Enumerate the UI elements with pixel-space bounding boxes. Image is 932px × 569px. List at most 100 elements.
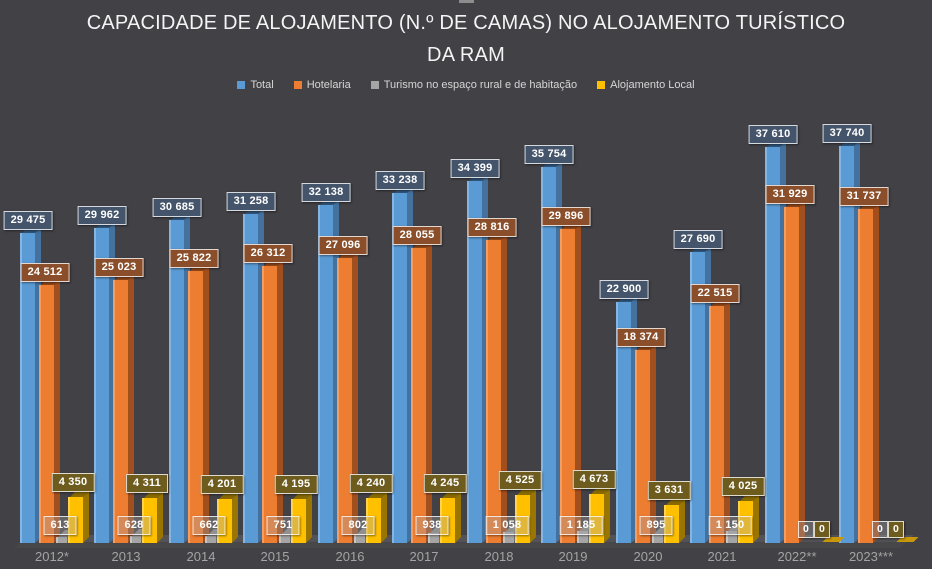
- data-label-hotelaria-2012*: 24 512: [20, 263, 70, 282]
- x-axis-label-2023***: 2023***: [848, 549, 894, 564]
- bar-turismo-2016: [354, 528, 372, 543]
- data-label-total-2020: 22 900: [599, 280, 649, 299]
- data-label-alojamento-2016: 4 240: [349, 474, 393, 493]
- data-label-turismo-2020: 895: [639, 516, 673, 535]
- x-axis-label-2020: 2020: [633, 549, 663, 564]
- bar-side-face: [530, 489, 536, 543]
- x-axis-label-2017: 2017: [409, 549, 439, 564]
- data-label-alojamento-2014: 4 201: [200, 475, 244, 494]
- bar-side-face: [724, 300, 730, 543]
- legend-item-4: Alojamento Local: [597, 79, 695, 91]
- data-label-alojamento-2013: 4 311: [126, 474, 168, 493]
- bar-side-face: [203, 265, 209, 543]
- bar-total-2022**: [765, 140, 787, 543]
- chart-title-line1: CAPACIDADE DE ALOJAMENTO (N.º DE CAMAS) …: [86, 12, 846, 34]
- data-label-turismo-2013: 628: [117, 516, 151, 535]
- bar-turismo-2013: [130, 529, 148, 543]
- bar-side-face: [753, 495, 759, 543]
- bar-turismo-2018: [503, 525, 521, 543]
- x-axis-label-2012*: 2012*: [35, 549, 69, 564]
- bar-side-face: [455, 492, 461, 543]
- data-label-hotelaria-2023***: 31 737: [839, 187, 889, 206]
- bar-side-face: [277, 260, 283, 543]
- x-axis-label-2018: 2018: [484, 549, 514, 564]
- bar-total-2013: [94, 221, 116, 543]
- data-label-turismo-2019: 1 185: [559, 516, 603, 535]
- chart-title-line2: DA RAM: [427, 44, 505, 66]
- data-label-total-2015: 31 258: [226, 192, 276, 211]
- bar-total-2012*: [20, 226, 42, 543]
- data-label-alojamento-2017: 4 245: [423, 474, 467, 493]
- bar-side-face: [873, 203, 879, 543]
- x-axis-label-2022**: 2022**: [777, 549, 817, 564]
- data-label-total-2014: 30 685: [152, 198, 202, 217]
- data-label-total-2023***: 37 740: [822, 124, 872, 143]
- legend-label: Total: [250, 79, 274, 91]
- data-label-hotelaria-2020: 18 374: [616, 328, 666, 347]
- data-label-hotelaria-2014: 25 822: [169, 249, 219, 268]
- bar-total-2014: [169, 213, 191, 543]
- data-label-turismo-2014: 662: [192, 516, 226, 535]
- bar-hotelaria-2020: [635, 343, 657, 543]
- bar-hotelaria-2014: [188, 264, 210, 543]
- data-label-alojamento-2018: 4 525: [498, 471, 542, 490]
- data-label-alojamento-2022**: 0: [813, 521, 831, 538]
- chart-legend: Total Hotelaria Turismo no espaço rural e …: [0, 79, 932, 91]
- x-axis-label-2016: 2016: [335, 549, 365, 564]
- bar-hotelaria-2023***: [858, 202, 880, 543]
- bar-hotelaria-2012*: [39, 278, 61, 543]
- data-label-total-2021: 27 690: [673, 230, 723, 249]
- bar-total-2023***: [839, 139, 861, 543]
- bar-total-2018: [467, 174, 489, 543]
- bar-hotelaria-2013: [113, 273, 135, 543]
- chart-3d-floor: [14, 535, 914, 548]
- legend-label: Turismo no espaço rural e de habitação: [383, 79, 578, 91]
- bar-turismo-2017: [428, 526, 446, 543]
- top-dash-decoration: [459, 0, 474, 3]
- bar-hotelaria-2015: [262, 259, 284, 543]
- bar-side-face: [799, 201, 805, 543]
- bar-side-face: [650, 344, 656, 543]
- data-label-total-2022**: 37 610: [748, 125, 798, 144]
- bar-total-2017: [392, 186, 414, 543]
- bar-alojamento-2019: [589, 487, 611, 543]
- bar-alojamento-2021: [738, 494, 760, 543]
- data-label-hotelaria-2015: 26 312: [243, 244, 293, 263]
- chart-title: CAPACIDADE DE ALOJAMENTO (N.º DE CAMAS) …: [0, 7, 932, 71]
- bar-alojamento-2018: [515, 488, 537, 543]
- x-axis-label-2015: 2015: [260, 549, 290, 564]
- data-label-turismo-2023***: 0: [871, 521, 889, 538]
- x-axis-label-2013: 2013: [111, 549, 141, 564]
- legend-item-1: Total: [237, 79, 274, 91]
- bar-side-face: [128, 274, 134, 543]
- bar-side-face: [604, 488, 610, 543]
- bar-total-2015: [243, 207, 265, 543]
- legend-item-3: Turismo no espaço rural e de habitação: [370, 79, 578, 91]
- data-label-alojamento-2020: 3 631: [647, 481, 691, 500]
- bar-hotelaria-2016: [337, 251, 359, 543]
- bar-hotelaria-2019: [560, 222, 582, 543]
- legend-swatch-icon: [237, 81, 246, 89]
- bar-side-face: [381, 492, 387, 543]
- legend-label: Alojamento Local: [610, 79, 695, 91]
- bar-hotelaria-2017: [411, 241, 433, 543]
- data-label-alojamento-2012*: 4 350: [51, 473, 95, 492]
- data-label-total-2017: 33 238: [375, 171, 425, 190]
- legend-swatch-icon: [293, 81, 302, 89]
- data-label-hotelaria-2016: 27 096: [318, 236, 368, 255]
- data-label-hotelaria-2013: 25 023: [94, 258, 144, 277]
- bar-turismo-2021: [726, 524, 744, 543]
- bar-total-2016: [318, 198, 340, 543]
- bar-turismo-2012*: [56, 530, 74, 543]
- bar-side-face: [575, 223, 581, 543]
- data-label-turismo-2012*: 613: [43, 516, 77, 535]
- data-label-alojamento-2021: 4 025: [721, 477, 765, 496]
- data-label-total-2013: 29 962: [77, 206, 127, 225]
- bar-turismo-2020: [652, 527, 670, 543]
- x-axis-label-2014: 2014: [186, 549, 216, 564]
- legend-label: Hotelaria: [306, 79, 351, 91]
- bar-side-face: [679, 499, 685, 543]
- data-label-turismo-2022**: 0: [797, 521, 815, 538]
- data-label-hotelaria-2019: 29 896: [541, 207, 591, 226]
- data-label-total-2016: 32 138: [301, 183, 351, 202]
